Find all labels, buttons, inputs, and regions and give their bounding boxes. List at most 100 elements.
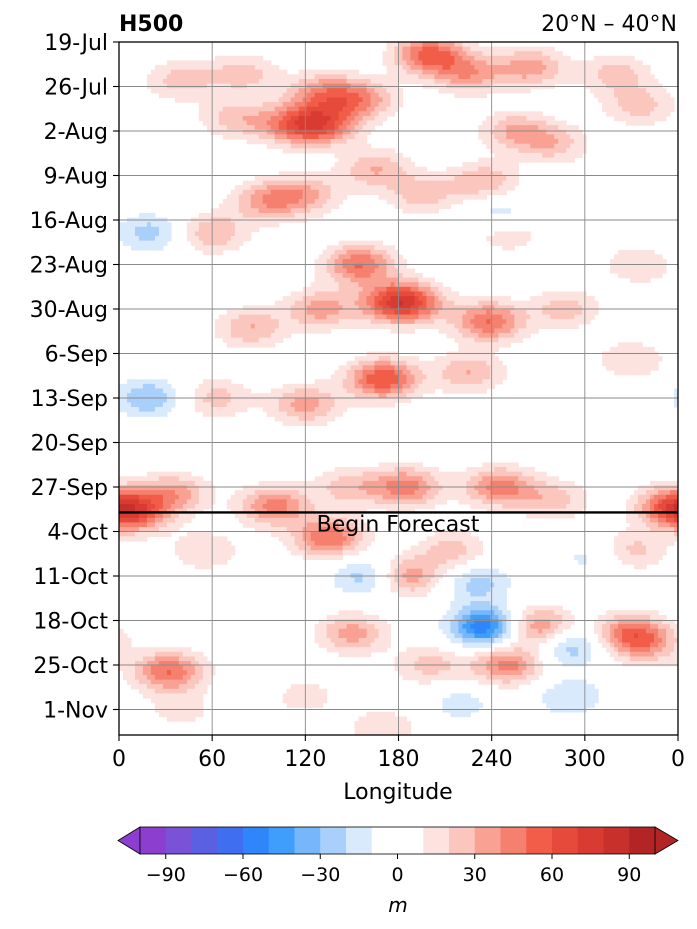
field-cell bbox=[246, 319, 252, 325]
field-cell bbox=[306, 69, 312, 75]
field-cell bbox=[206, 88, 212, 94]
field-cell bbox=[390, 42, 396, 48]
field-cell bbox=[438, 189, 444, 196]
field-cell bbox=[158, 236, 164, 242]
field-cell bbox=[274, 328, 280, 334]
field-cell bbox=[438, 65, 444, 71]
field-cell bbox=[138, 379, 144, 385]
field-cell bbox=[470, 296, 475, 302]
field-cell bbox=[286, 296, 292, 302]
field-cell bbox=[514, 319, 519, 325]
field-cell bbox=[494, 125, 499, 131]
field-cell bbox=[250, 65, 256, 71]
field-cell bbox=[330, 115, 336, 122]
field-cell bbox=[522, 65, 527, 71]
field-cell bbox=[322, 476, 328, 482]
field-cell bbox=[434, 189, 440, 196]
field-cell bbox=[202, 65, 208, 71]
field-cell bbox=[638, 342, 643, 348]
field-cell bbox=[246, 309, 252, 316]
field-cell bbox=[618, 74, 623, 80]
field-cell bbox=[378, 162, 384, 168]
field-cell bbox=[234, 92, 240, 99]
field-cell bbox=[190, 60, 196, 66]
field-cell bbox=[254, 305, 260, 311]
field-cell bbox=[254, 115, 260, 122]
field-cell bbox=[466, 189, 471, 196]
field-cell bbox=[266, 319, 272, 325]
field-cell bbox=[458, 333, 463, 339]
field-cell bbox=[119, 383, 124, 390]
field-cell bbox=[226, 406, 232, 413]
field-cell bbox=[190, 97, 196, 103]
field-cell bbox=[210, 402, 216, 408]
field-cell bbox=[446, 60, 451, 66]
field-cell bbox=[358, 245, 364, 251]
field-cell bbox=[650, 92, 655, 99]
field-cell bbox=[646, 259, 651, 265]
field-cell bbox=[146, 388, 152, 394]
field-cell bbox=[210, 240, 216, 246]
field-cell bbox=[454, 337, 459, 343]
field-cell bbox=[394, 102, 400, 108]
field-cell bbox=[338, 134, 344, 140]
field-cell bbox=[390, 185, 396, 191]
field-cell bbox=[338, 199, 344, 205]
field-cell bbox=[530, 143, 535, 149]
field-cell bbox=[530, 74, 535, 80]
field-cell bbox=[290, 111, 296, 117]
field-cell bbox=[530, 152, 535, 159]
field-cell bbox=[358, 148, 364, 154]
field-cell bbox=[386, 356, 392, 362]
field-cell bbox=[250, 120, 256, 126]
field-cell bbox=[270, 74, 276, 80]
field-cell bbox=[258, 212, 264, 219]
field-cell bbox=[330, 78, 336, 85]
field-cell bbox=[378, 88, 384, 94]
field-cell bbox=[398, 92, 404, 99]
field-cell bbox=[454, 356, 459, 362]
field-cell bbox=[478, 360, 483, 366]
field-cell bbox=[346, 268, 352, 274]
field-cell bbox=[366, 300, 372, 306]
field-cell bbox=[422, 65, 428, 71]
field-cell bbox=[218, 97, 224, 103]
field-cell bbox=[186, 222, 192, 228]
field-cell bbox=[466, 314, 471, 320]
field-cell bbox=[178, 65, 184, 71]
field-cell bbox=[234, 111, 240, 117]
field-cell bbox=[454, 199, 459, 205]
field-cell bbox=[494, 175, 499, 182]
field-cell bbox=[398, 397, 404, 403]
field-cell bbox=[294, 92, 300, 99]
field-cell bbox=[466, 346, 471, 353]
field-cell bbox=[430, 286, 436, 293]
field-cell bbox=[274, 393, 280, 399]
field-cell bbox=[314, 277, 320, 283]
field-cell bbox=[586, 65, 591, 71]
field-cell bbox=[390, 300, 396, 306]
field-cell bbox=[246, 236, 252, 242]
field-cell bbox=[506, 309, 511, 316]
field-cell bbox=[290, 88, 296, 94]
field-cell bbox=[234, 208, 240, 214]
field-cell bbox=[362, 383, 368, 390]
field-cell bbox=[518, 143, 523, 149]
field-cell bbox=[386, 46, 392, 52]
field-cell bbox=[506, 143, 511, 149]
field-cell bbox=[298, 203, 304, 209]
field-cell bbox=[198, 88, 204, 94]
field-cell bbox=[402, 185, 408, 191]
field-cell bbox=[538, 471, 543, 477]
field-cell bbox=[390, 351, 396, 357]
field-cell bbox=[314, 406, 320, 413]
field-cell bbox=[354, 286, 360, 293]
field-cell bbox=[434, 42, 440, 48]
field-cell bbox=[230, 199, 236, 205]
field-cell bbox=[350, 309, 356, 316]
field-cell bbox=[234, 393, 240, 399]
field-cell bbox=[250, 314, 256, 320]
field-cell bbox=[290, 194, 296, 200]
field-cell bbox=[402, 296, 408, 302]
field-cell bbox=[250, 328, 256, 334]
